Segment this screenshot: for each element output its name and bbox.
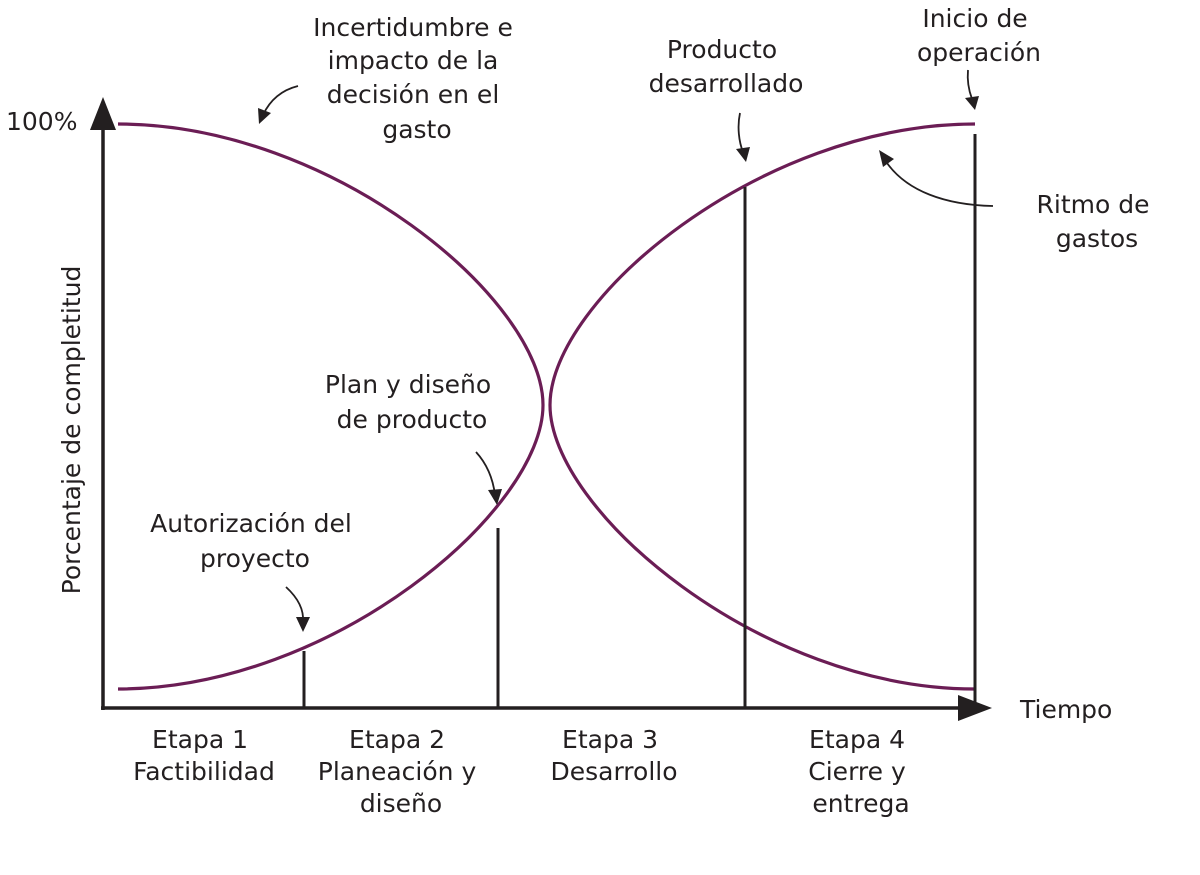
- arrow-icon: [737, 112, 744, 153]
- x-axis-label: Tiempo: [1019, 695, 1112, 724]
- arrow-icon: [965, 96, 979, 110]
- annotation-plan-design: Plan y diseño de producto: [325, 370, 499, 434]
- arrow-icon: [488, 489, 502, 505]
- arrow-icon: [736, 147, 750, 162]
- arrow-icon: [879, 150, 894, 167]
- arrow-icon: [258, 108, 271, 124]
- annotation-product-developed: Producto desarrollado: [649, 35, 804, 98]
- arrow-icon: [886, 162, 994, 207]
- arrow-icon: [966, 69, 973, 100]
- annotation-start-operation: Inicio de operación: [917, 4, 1041, 67]
- arrow-icon: [262, 85, 299, 116]
- stage-1-label: Etapa 1 Factibilidad: [133, 725, 275, 786]
- uncertainty-curve: [117, 122, 545, 691]
- y-axis-max-label: 100%: [6, 107, 77, 136]
- annotation-spending-rate: Ritmo de gastos: [1037, 190, 1158, 253]
- arrow-icon: [296, 617, 310, 632]
- stage-3-label: Etapa 3 Desarrollo: [550, 725, 677, 786]
- stage-4-label: Etapa 4 Cierre y entrega: [808, 725, 913, 818]
- stage-2-label: Etapa 2 Planeación y diseño: [318, 725, 484, 818]
- annotation-uncertainty: Incertidumbre e impacto de la decisión e…: [313, 13, 521, 144]
- annotation-authorization: Autorización del proyecto: [150, 509, 360, 573]
- y-axis-label: Porcentaje de completitud: [57, 266, 86, 595]
- arrow-icon: [285, 586, 304, 623]
- y-axis-arrow-icon: [90, 97, 116, 130]
- spending-rate-curve: [548, 122, 976, 691]
- arrow-icon: [475, 451, 496, 496]
